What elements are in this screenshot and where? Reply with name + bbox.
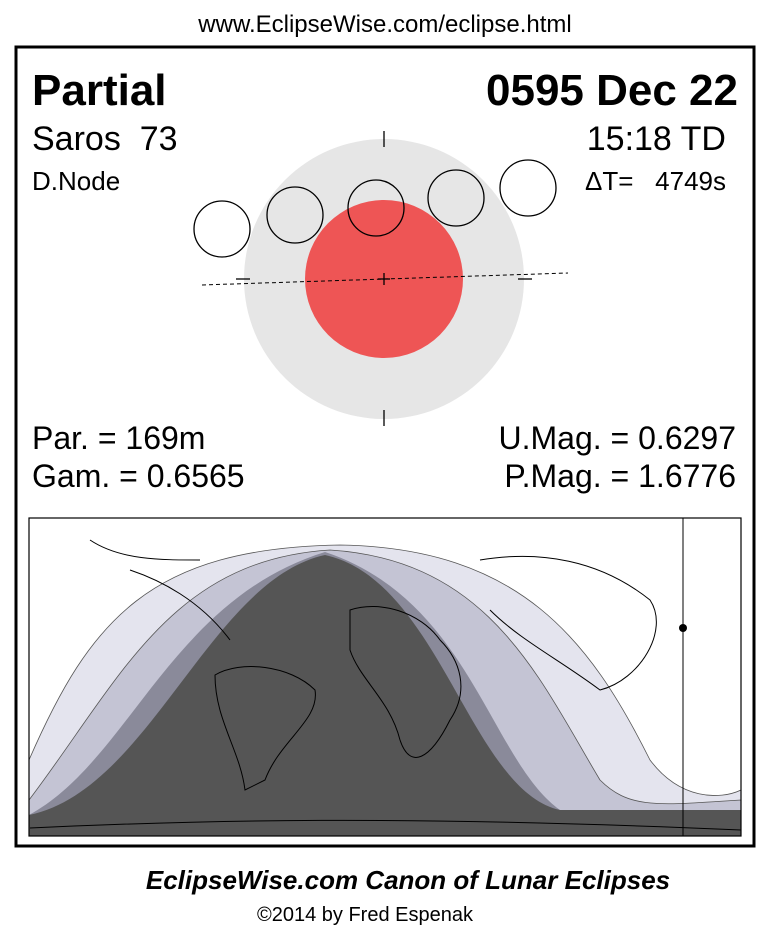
moon-positions [193, 159, 557, 258]
node: D.Node [32, 166, 120, 196]
map-border [28, 517, 742, 837]
penumbral-magnitude: P.Mag. = 1.6776 [504, 458, 736, 494]
umbral-magnitude: U.Mag. = 0.6297 [499, 420, 736, 456]
visibility-map [28, 517, 742, 837]
footer-title: EclipseWise.com Canon of Lunar Eclipses [146, 865, 670, 895]
time: 15:18 TD [587, 120, 726, 158]
saros: Saros 73 [32, 120, 178, 158]
umbral-visibility [29, 555, 741, 836]
moon [193, 200, 251, 258]
zenith-point [679, 624, 687, 632]
moon [499, 159, 557, 217]
footer-credit: ©2014 by Fred Espenak [257, 904, 474, 926]
moon [347, 179, 405, 237]
moon [427, 169, 485, 227]
eclipse-date: 0595 Dec 22 [486, 66, 738, 115]
moon [266, 186, 324, 244]
eclipse-type: Partial [32, 66, 167, 115]
delta-t: ΔT= 4749s [585, 166, 726, 196]
url: www.EclipseWise.com/eclipse.html [197, 11, 571, 38]
par-duration: Par. = 169m [32, 420, 205, 456]
axis-ticks [236, 131, 532, 426]
frame [14, 45, 756, 848]
shadow-diagram [193, 131, 569, 426]
gamma: Gam. = 0.6565 [32, 458, 245, 494]
coastlines [29, 539, 741, 831]
